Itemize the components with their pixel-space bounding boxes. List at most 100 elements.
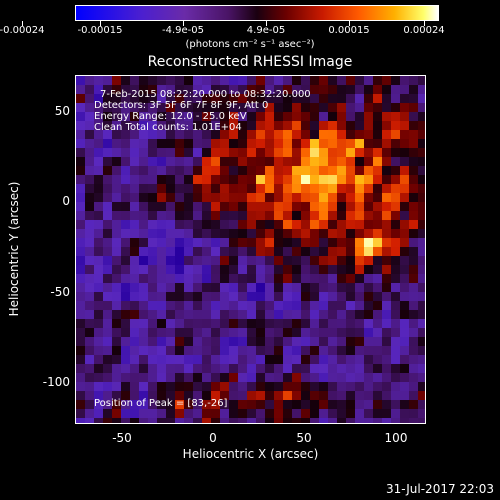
image-pixel: [220, 292, 229, 301]
image-pixel: [247, 328, 256, 337]
image-pixel: [292, 76, 301, 85]
image-pixel: [229, 211, 238, 220]
image-pixel: [148, 283, 157, 292]
image-pixel: [139, 283, 148, 292]
image-pixel: [112, 229, 121, 238]
image-pixel: [301, 157, 310, 166]
image-pixel: [184, 364, 193, 373]
image-pixel: [157, 364, 166, 373]
image-pixel: [94, 292, 103, 301]
image-pixel: [130, 355, 139, 364]
image-pixel: [148, 400, 157, 409]
image-pixel: [265, 202, 274, 211]
image-pixel: [283, 238, 292, 247]
image-pixel: [400, 193, 409, 202]
image-pixel: [238, 265, 247, 274]
image-pixel: [328, 274, 337, 283]
image-pixel: [211, 238, 220, 247]
image-pixel: [283, 265, 292, 274]
image-pixel: [121, 229, 130, 238]
image-pixel: [382, 139, 391, 148]
image-pixel: [121, 355, 130, 364]
image-pixel: [283, 319, 292, 328]
image-pixel: [364, 328, 373, 337]
y-tick-50: 50: [54, 104, 70, 118]
image-pixel: [202, 76, 211, 85]
image-pixel: [337, 319, 346, 328]
image-pixel: [76, 346, 85, 355]
image-pixel: [175, 112, 184, 121]
image-pixel: [112, 409, 121, 418]
image-pixel: [391, 130, 400, 139]
image-pixel: [301, 391, 310, 400]
image-pixel: [283, 76, 292, 85]
image-pixel: [211, 382, 220, 391]
image-pixel: [292, 121, 301, 130]
image-pixel: [400, 292, 409, 301]
y-tick-neg100: -100: [42, 375, 70, 389]
image-pixel: [409, 319, 418, 328]
image-pixel: [139, 355, 148, 364]
image-pixel: [364, 166, 373, 175]
energy-range-label: Energy Range: 12.0 - 25.0 keV: [94, 111, 247, 122]
image-pixel: [157, 103, 166, 112]
image-pixel: [184, 121, 193, 130]
image-pixel: [355, 238, 364, 247]
image-pixel: [310, 148, 319, 157]
image-pixel: [157, 391, 166, 400]
image-pixel: [148, 157, 157, 166]
image-pixel: [76, 283, 85, 292]
image-pixel: [229, 220, 238, 229]
image-pixel: [211, 148, 220, 157]
image-pixel: [418, 319, 425, 328]
image-pixel: [229, 283, 238, 292]
image-pixel: [382, 373, 391, 382]
image-pixel: [85, 274, 94, 283]
image-pixel: [283, 364, 292, 373]
image-pixel: [220, 256, 229, 265]
image-pixel: [139, 193, 148, 202]
image-pixel: [283, 85, 292, 94]
image-pixel: [103, 148, 112, 157]
image-pixel: [256, 202, 265, 211]
image-pixel: [292, 337, 301, 346]
image-pixel: [148, 337, 157, 346]
image-pixel: [202, 166, 211, 175]
image-pixel: [157, 94, 166, 103]
image-pixel: [175, 256, 184, 265]
image-pixel: [166, 211, 175, 220]
image-pixel: [400, 175, 409, 184]
image-pixel: [247, 373, 256, 382]
image-pixel: [112, 130, 121, 139]
image-pixel: [283, 274, 292, 283]
image-pixel: [202, 400, 211, 409]
image-pixel: [139, 247, 148, 256]
image-pixel: [319, 337, 328, 346]
image-pixel: [184, 157, 193, 166]
image-pixel: [301, 139, 310, 148]
image-pixel: [337, 94, 346, 103]
image-pixel: [220, 283, 229, 292]
image-pixel: [337, 373, 346, 382]
image-pixel: [229, 247, 238, 256]
image-pixel: [85, 337, 94, 346]
image-pixel: [139, 238, 148, 247]
image-pixel: [373, 247, 382, 256]
image-pixel: [157, 355, 166, 364]
image-pixel: [310, 94, 319, 103]
image-pixel: [256, 391, 265, 400]
image-pixel: [391, 166, 400, 175]
image-pixel: [238, 94, 247, 103]
image-pixel: [418, 238, 425, 247]
image-pixel: [301, 130, 310, 139]
image-pixel: [328, 292, 337, 301]
image-pixel: [211, 301, 220, 310]
image-pixel: [220, 220, 229, 229]
image-pixel: [265, 409, 274, 418]
image-pixel: [94, 409, 103, 418]
image-pixel: [112, 418, 121, 423]
image-pixel: [256, 121, 265, 130]
image-pixel: [274, 229, 283, 238]
image-pixel: [157, 328, 166, 337]
image-pixel: [391, 301, 400, 310]
